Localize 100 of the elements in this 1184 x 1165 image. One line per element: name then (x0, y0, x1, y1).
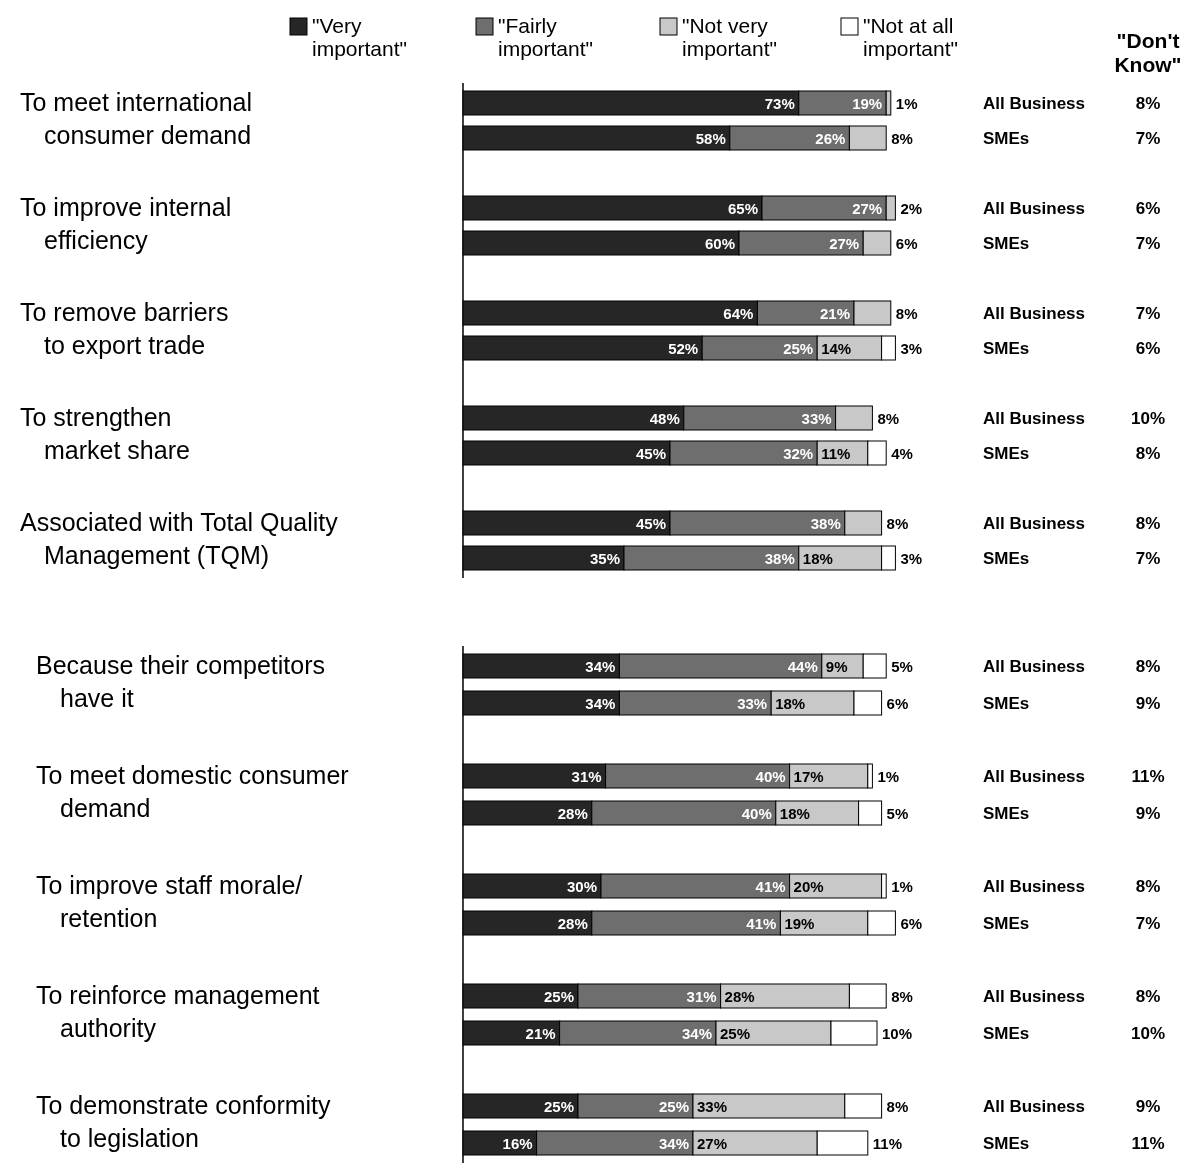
text: 7% (1135, 234, 1161, 253)
data-label: 65% (727, 199, 758, 217)
text: To meet international consumer demand (20, 88, 253, 149)
data-label: 18% (802, 549, 833, 567)
y-tick-label: SMEs (983, 1024, 1030, 1043)
data-label: 38% (810, 514, 841, 532)
data-label: 60% (704, 234, 735, 252)
data-label: 1% (877, 767, 900, 785)
text: 6% (1135, 199, 1161, 218)
data-label: 6% (895, 234, 918, 252)
legend-label: "Not at all important" (863, 14, 958, 60)
data-label: 31% (571, 767, 602, 785)
y-tick-label: SMEs (983, 694, 1030, 713)
data-label: 34% (658, 1134, 689, 1152)
y-tick-label: SMEs (983, 1134, 1030, 1153)
text: 11% (1131, 767, 1165, 786)
data-label: 52% (668, 339, 699, 357)
y-tick-label: All Business (983, 877, 1086, 896)
y-tick-label: SMEs (983, 444, 1030, 463)
text: "Don't Know" (1114, 29, 1182, 76)
data-label: 11% (872, 1134, 902, 1152)
text: Associated with Total Quality Management (TQM) (20, 508, 339, 569)
data-label: 34% (681, 1024, 712, 1042)
text: 11% (1131, 1134, 1165, 1153)
text: To remove barriers to export trade (20, 298, 229, 359)
data-label: 1% (891, 877, 913, 895)
data-label: 40% (755, 767, 786, 785)
y-tick-label: All Business (983, 1097, 1086, 1116)
y-tick-label: All Business (983, 304, 1086, 323)
text: To improve internal efficiency (20, 193, 232, 254)
y-tick-label: All Business (983, 987, 1086, 1006)
data-label: 18% (775, 694, 806, 712)
data-label: 25% (658, 1097, 689, 1115)
data-label: 20% (793, 877, 824, 895)
text: To strengthen market share (20, 403, 190, 464)
data-label: 31% (686, 987, 717, 1005)
legend-label: "Not very important" (682, 14, 777, 60)
text: 10% (1130, 1024, 1166, 1043)
data-label: 3% (900, 549, 923, 567)
data-label: 8% (877, 409, 900, 427)
data-label: 8% (891, 987, 913, 1005)
data-label: 40% (741, 804, 772, 822)
data-label: 33% (697, 1097, 728, 1115)
legend-label: "Fairly important" (498, 14, 593, 60)
data-label: 16% (502, 1134, 533, 1152)
data-label: 58% (695, 129, 726, 147)
y-tick-label: SMEs (983, 804, 1030, 823)
text: 6% (1135, 339, 1161, 358)
y-tick-label: All Business (983, 199, 1086, 218)
y-tick-label: All Business (983, 657, 1086, 676)
text: 9% (1135, 804, 1161, 823)
y-tick-label: SMEs (983, 549, 1030, 568)
text: To reinforce management authority (36, 981, 320, 1042)
data-label: 28% (557, 914, 588, 932)
data-label: 21% (819, 304, 850, 322)
data-label: 10% (882, 1024, 913, 1042)
data-label: 32% (783, 444, 814, 462)
data-label: 11% (821, 444, 851, 462)
legend-label: "Very important" (312, 14, 407, 60)
text: To demonstrate conformity to legislation (36, 1091, 332, 1152)
data-label: 19% (852, 94, 883, 112)
data-label: 9% (825, 657, 848, 675)
text: 7% (1135, 549, 1161, 568)
data-label: 27% (829, 234, 860, 252)
data-label: 41% (746, 914, 777, 932)
data-label: 64% (723, 304, 754, 322)
data-label: 25% (783, 339, 814, 357)
data-label: 8% (891, 129, 913, 147)
data-label: 17% (793, 767, 824, 785)
text: 10% (1130, 409, 1166, 428)
y-tick-label: SMEs (983, 339, 1030, 358)
data-label: 25% (543, 1097, 574, 1115)
data-label: 48% (649, 409, 680, 427)
data-label: 28% (724, 987, 755, 1005)
data-label: 34% (585, 657, 616, 675)
data-label: 8% (895, 304, 918, 322)
y-tick-label: SMEs (983, 914, 1030, 933)
data-label: 6% (886, 694, 909, 712)
y-tick-label: All Business (983, 409, 1086, 428)
data-label: 45% (635, 444, 666, 462)
data-label: 3% (900, 339, 923, 357)
data-label: 1% (895, 94, 918, 112)
data-label: 44% (787, 657, 818, 675)
data-label: 8% (886, 1097, 909, 1115)
data-label: 73% (764, 94, 795, 112)
data-label: 38% (764, 549, 795, 567)
text: 8% (1135, 877, 1161, 896)
text: 8% (1135, 514, 1161, 533)
text: 9% (1135, 1097, 1161, 1116)
data-label: 28% (557, 804, 588, 822)
data-label: 45% (635, 514, 666, 532)
text: 7% (1135, 304, 1161, 323)
data-label: 34% (585, 694, 616, 712)
text: 8% (1135, 94, 1161, 113)
data-label: 19% (784, 914, 815, 932)
text: To improve staff morale/ retention (36, 871, 303, 932)
data-label: 4% (891, 444, 913, 462)
data-label: 33% (801, 409, 832, 427)
y-tick-label: All Business (983, 767, 1086, 786)
y-tick-label: All Business (983, 514, 1086, 533)
